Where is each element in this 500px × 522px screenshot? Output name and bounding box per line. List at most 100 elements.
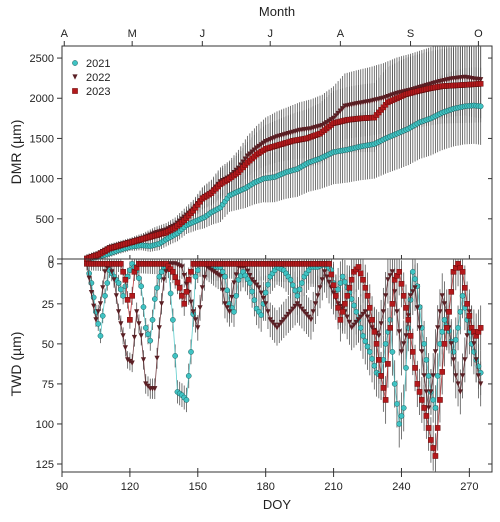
p1-point-2022-176 [254,282,260,288]
p1-point-2023-267 [459,269,466,275]
p1-point-2022-188 [281,317,287,323]
p1-point-2022-273 [473,357,479,363]
p0-point-2022-275 [478,77,484,83]
p1-point-2022-149 [192,317,199,323]
p1-point-2022-148 [190,309,196,315]
p1-point-2022-202 [312,301,319,307]
p1-point-2022-219 [351,322,357,328]
p1-point-2023-116 [118,261,124,267]
p1-point-2021-109 [102,292,108,299]
p1-point-2022-222 [358,314,364,320]
p1-point-2022-152 [199,285,205,291]
p1-point-2023-209 [328,271,335,278]
p1-point-2023-142 [176,285,183,291]
p1-point-2022-125 [138,333,144,339]
p1-point-2023-147 [188,269,194,275]
p1-point-2021-118 [122,283,129,290]
p1-point-2021-163 [224,287,231,294]
month-tick-label-2: J [200,28,206,40]
p1-point-2022-194 [294,301,300,307]
p1-point-2023-227 [369,317,375,323]
p1-point-2022-114 [113,293,119,299]
p1-point-2022-232 [380,309,386,315]
p1-point-2021-167 [233,292,240,299]
p1-point-2022-203 [315,293,321,299]
p1-point-2022-156 [208,267,214,273]
p1-point-2022-186 [276,322,282,328]
p1-point-2022-198 [303,311,310,318]
p1-point-2023-143 [179,293,185,299]
p1-point-2022-102 [86,275,92,281]
p1-point-2023-217 [346,285,353,291]
p1-point-2021-131 [151,296,158,302]
doy-tick-label-1: 120 [121,481,139,493]
p1-point-2022-204 [317,285,323,291]
p1-point-2022-217 [346,319,353,326]
p1-point-2022-246 [412,285,418,291]
p1-point-2023-240 [398,281,405,287]
p1-point-2021-224 [362,338,369,345]
p1-point-2023-247 [414,381,421,387]
p0-point-2022-210 [330,115,337,121]
p1-point-2023-120 [127,317,133,323]
p1-point-2023-253 [428,437,434,443]
p0-ytick-label-2: 1000 [30,174,54,186]
p1-point-2023-268 [462,285,468,291]
p1-point-2021-110 [104,280,111,286]
p1-point-2023-225 [364,293,371,299]
p1-point-2021-272 [471,349,477,355]
legend-marker-2022 [72,74,78,80]
p1-point-2023-257 [437,397,443,403]
p1-point-2023-235 [387,325,393,331]
p1-point-2022-191 [287,309,294,315]
p1-point-2022-184 [272,322,278,328]
p1-point-2023-275 [477,325,484,331]
p1-point-2021-147 [188,349,194,355]
p1-point-2021-173 [246,280,253,286]
p0-point-2022-170 [240,159,246,165]
legend-label-2022: 2022 [86,72,110,84]
p1-point-2022-103 [88,290,95,296]
p1-point-2022-220 [353,319,359,326]
p1-point-2023-252 [425,425,432,431]
p0-ytick-label-4: 2000 [30,93,54,105]
p1-point-2023-232 [380,385,387,391]
p1-point-2022-264 [453,373,459,379]
p1-point-2021-139 [170,317,176,323]
p1-point-2021-235 [387,317,394,323]
p1-point-2023-145 [183,289,190,295]
p1-point-2023-208 [326,261,332,267]
p1-point-2022-104 [91,303,97,309]
p1-point-2021-238 [394,401,400,407]
p1-point-2022-158 [213,270,219,277]
month-tick-label-0: A [61,28,69,40]
p1-point-2021-130 [149,317,156,323]
p1-point-2022-182 [267,317,273,323]
p1-point-2021-133 [156,273,163,280]
p1-point-2021-194 [294,292,301,299]
p1-point-2022-143 [179,264,185,270]
p1-point-2023-255 [432,453,439,459]
p1-point-2021-134 [158,268,165,275]
p1-point-2022-195 [297,303,303,310]
p1-point-2022-106 [95,309,101,315]
p0-point-2022-173 [247,151,253,157]
p1-point-2021-266 [457,308,464,315]
p1-point-2023-243 [405,317,412,323]
p1-point-2022-240 [398,349,405,355]
p1-point-2023-221 [355,264,362,270]
p1-point-2021-102 [86,270,93,277]
p1-ytick-label-3: 75 [42,379,54,391]
p1-point-2022-192 [290,306,296,312]
p1-point-2023-229 [373,341,380,347]
month-tick-label-5: S [407,28,414,40]
p1-point-2022-161 [220,287,226,293]
p1-point-2022-185 [274,325,280,331]
p1-point-2022-166 [231,280,237,286]
p1-point-2021-174 [249,288,255,295]
doy-tick-label-5: 240 [392,481,410,493]
p1-point-2022-147 [188,299,194,305]
